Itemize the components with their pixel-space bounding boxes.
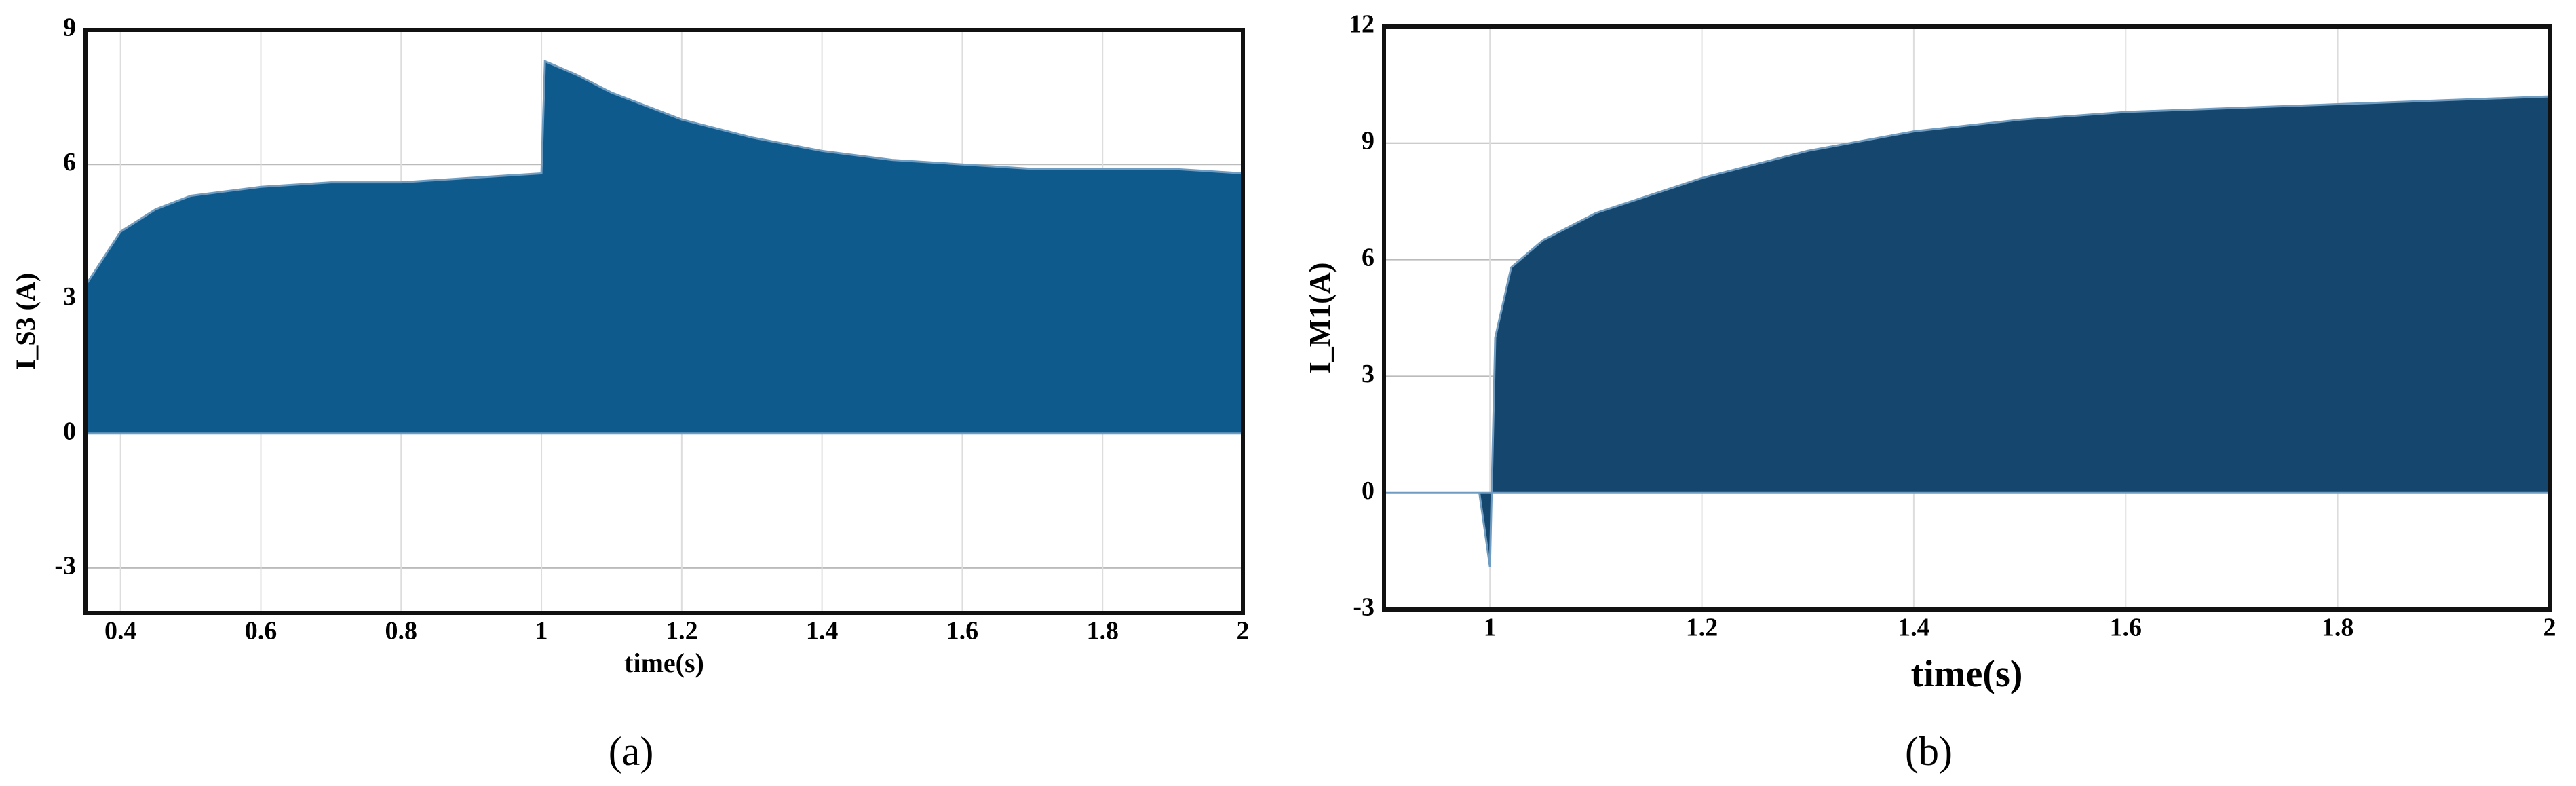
current-area [84, 60, 1244, 435]
y-tick-label: 3 [1362, 360, 1374, 388]
x-tick-label: 1.4 [806, 617, 839, 645]
y-tick-label: 9 [1362, 127, 1374, 155]
y-tick-label: 9 [63, 14, 76, 42]
caption: (a) [609, 729, 654, 774]
plot-frame [83, 28, 1245, 615]
plot-frame [1382, 24, 2552, 612]
x-tick-label: 1.2 [1686, 614, 1718, 642]
x-tick-label: 0.8 [385, 617, 418, 645]
x-tick-label: 1.4 [1898, 614, 1930, 642]
x-tick-label: 0.6 [245, 617, 277, 645]
x-tick-label: 1.6 [2110, 614, 2142, 642]
x-axis-title: time(s) [1911, 653, 2023, 695]
y-tick-label: 3 [63, 282, 76, 311]
y-axis-title: I_S3 (A) [10, 273, 41, 370]
x-tick-label: 2 [1237, 617, 1250, 645]
x-tick-label: 2 [2543, 614, 2556, 642]
y-axis-title: I_M1(A) [1303, 263, 1337, 374]
x-axis-title: time(s) [624, 648, 704, 678]
y-tick-label: -3 [1353, 593, 1374, 622]
x-tick-label: 1.8 [1086, 617, 1119, 645]
x-tick-label: 0.4 [104, 617, 137, 645]
y-tick-label: 0 [63, 417, 76, 445]
y-tick-label: 0 [1362, 476, 1374, 505]
x-tick-label: 1 [1484, 614, 1497, 642]
x-tick-label: 1 [535, 617, 548, 645]
y-tick-label: 12 [1349, 10, 1374, 39]
x-tick-label: 1.2 [666, 617, 698, 645]
y-tick-label: -3 [54, 552, 76, 580]
y-tick-label: 6 [1362, 243, 1374, 272]
caption: (b) [1905, 729, 1953, 774]
x-tick-label: 1.6 [946, 617, 979, 645]
x-tick-label: 1.8 [2322, 614, 2354, 642]
current-area [1384, 95, 2551, 567]
y-tick-label: 6 [63, 148, 76, 176]
